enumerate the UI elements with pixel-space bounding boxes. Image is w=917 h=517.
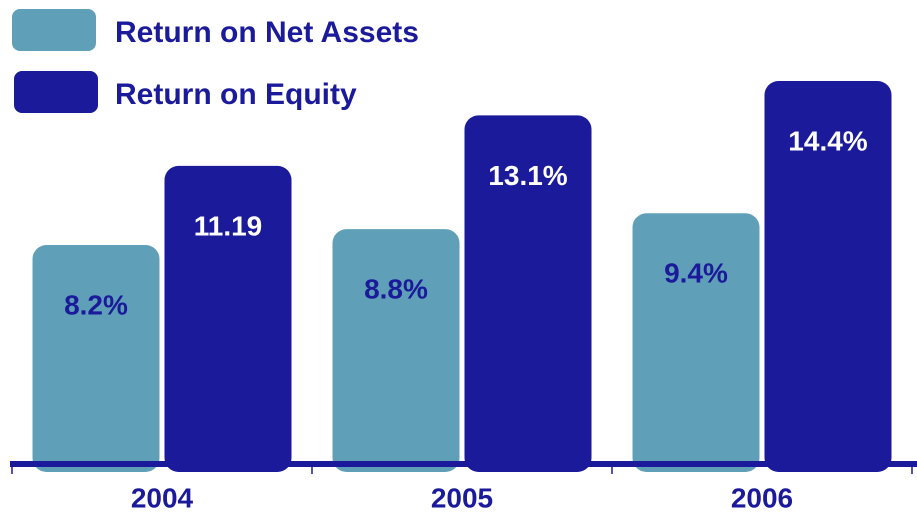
bar	[764, 81, 892, 472]
x-axis	[10, 461, 917, 467]
value-label: 13.1%	[488, 160, 567, 191]
legend-swatch	[14, 71, 98, 113]
legend-swatch	[12, 9, 96, 51]
legend-label: Return on Net Assets	[115, 16, 419, 49]
bar	[164, 165, 292, 472]
bar	[632, 213, 760, 472]
x-tick-label: 2004	[131, 482, 194, 513]
legend-label: Return on Equity	[115, 78, 357, 111]
value-label: 14.4%	[788, 125, 867, 156]
value-label: 11.19	[194, 210, 263, 241]
x-tick-label: 2006	[731, 482, 793, 513]
bar	[332, 229, 460, 472]
bar	[464, 115, 592, 472]
value-label: 9.4%	[664, 258, 728, 289]
value-label: 8.2%	[64, 289, 128, 320]
bar	[32, 245, 160, 472]
value-label: 8.8%	[364, 274, 428, 305]
x-tick-label: 2005	[431, 482, 493, 513]
